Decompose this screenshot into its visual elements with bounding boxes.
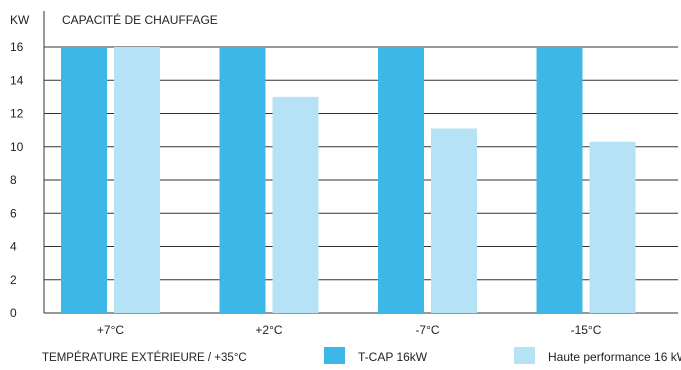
legend: T-CAP 16kW Haute performance 16 kW <box>324 347 681 364</box>
y-tick-label: 14 <box>10 73 24 87</box>
bar <box>378 47 424 313</box>
y-tick-label: 10 <box>10 140 24 154</box>
y-tick-label: 0 <box>10 306 17 320</box>
bar <box>61 47 107 313</box>
axis-layer: 0 2 4 6 8 10 12 14 16 +7°C +2°C -7°C -15°C <box>10 11 602 337</box>
legend-label: Haute performance 16 kW <box>548 350 681 364</box>
legend-swatch <box>324 347 345 364</box>
y-tick-label: 12 <box>10 107 24 121</box>
y-axis-unit: KW <box>10 13 30 27</box>
bar <box>431 128 477 313</box>
bar <box>589 141 636 313</box>
x-category-label: -15°C <box>571 323 602 337</box>
y-tick-label: 16 <box>10 40 24 54</box>
x-axis-label: TEMPÉRATURE EXTÉRIEURE / +35°C <box>42 351 247 364</box>
chart-title: CAPACITÉ DE CHAUFFAGE <box>62 12 218 27</box>
y-tick-label: 2 <box>10 273 17 287</box>
y-tick-label: 6 <box>10 206 17 220</box>
y-tick-label: 8 <box>10 173 17 187</box>
legend-label: T-CAP 16kW <box>358 350 428 364</box>
x-category-label: +7°C <box>97 323 124 337</box>
x-category-label: +2°C <box>255 323 282 337</box>
bar <box>219 47 266 313</box>
legend-swatch <box>514 347 535 364</box>
bar <box>536 47 583 313</box>
bar <box>114 47 160 313</box>
y-tick-label: 4 <box>10 240 17 254</box>
bar <box>272 96 319 313</box>
bar-layer <box>61 47 636 313</box>
x-category-label: -7°C <box>415 323 439 337</box>
